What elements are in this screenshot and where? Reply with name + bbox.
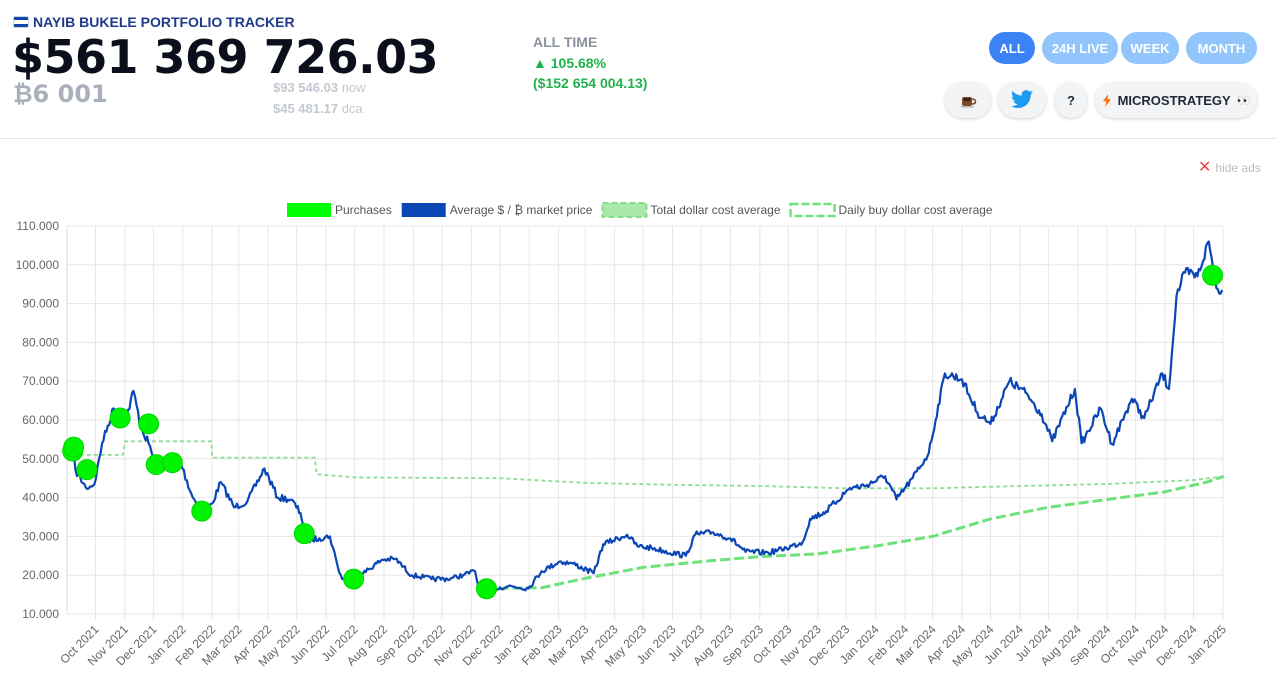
purchase-marker [138, 413, 160, 435]
close-icon: ✕ [1198, 159, 1212, 176]
range-week-button[interactable]: WEEK [1121, 32, 1179, 64]
performance-label: ALL TIME [533, 34, 598, 50]
price-now: $93 546.03 now [273, 80, 366, 95]
price-dca-value: $45 481.17 [273, 101, 339, 116]
price-now-value: $93 546.03 [273, 80, 339, 95]
price-now-label: now [341, 80, 366, 95]
twitter-button[interactable] [998, 82, 1046, 118]
price-dca-label: dca [341, 101, 363, 116]
hide-ads-label: hide ads [1215, 161, 1261, 175]
hide-ads-link[interactable]: ✕ hide ads [1198, 160, 1261, 176]
legend-swatch-daily-dca [789, 202, 836, 218]
brand-title: NAYIB BUKELE PORTFOLIO TRACKER [33, 14, 295, 30]
range-month-button[interactable]: MONTH [1186, 32, 1257, 64]
coffee-button[interactable] [945, 82, 991, 118]
lightning-icon [1102, 93, 1111, 107]
performance-amount: ($152 654 004.13) [533, 75, 648, 91]
twitter-bird-icon [1011, 90, 1033, 109]
purchase-marker [109, 407, 131, 429]
performance-percent: ▲ 105.68% [533, 55, 607, 71]
y-axis: 10.000 20.000 30.000 40.000 50.000 60.000 70.0… [16, 219, 60, 621]
portfolio-total-value: $561 369 726.03 [12, 30, 439, 84]
purchase-marker [1202, 264, 1224, 286]
y-tick-label: 40.000 [22, 491, 59, 505]
daily-dca-line [72, 440, 1223, 490]
y-tick-label: 100.000 [16, 258, 60, 272]
legend-swatch-total-dca [601, 202, 648, 218]
range-24h-live-button[interactable]: 24H LIVE [1042, 32, 1118, 64]
header-divider [0, 138, 1276, 139]
legend-label: Total dollar cost average [650, 203, 780, 217]
y-tick-label: 50.000 [22, 452, 59, 466]
purchase-marker [161, 452, 183, 474]
purchase-marker [76, 459, 98, 481]
y-tick-label: 70.000 [22, 374, 59, 388]
price-chart: Purchases Average $ / ₿ market price Total… [16, 202, 1229, 669]
total-dca-line [484, 474, 1225, 591]
market-price-line [71, 240, 1224, 593]
chart-legend: Purchases Average $ / ₿ market price Total… [287, 202, 993, 218]
microstrategy-label: MICROSTRATEGY [1117, 92, 1231, 108]
y-tick-label: 110.000 [17, 219, 60, 233]
legend-swatch-market [401, 203, 446, 217]
el-salvador-flag-icon [13, 16, 29, 28]
purchase-marker [476, 578, 498, 600]
legend-swatch-purchases [287, 203, 331, 217]
y-tick-label: 80.000 [22, 335, 59, 349]
y-tick-label: 90.000 [22, 297, 59, 311]
legend-label: Daily buy dollar cost average [839, 203, 993, 217]
legend-label: Purchases [335, 203, 392, 217]
y-tick-label: 10.000 [22, 607, 59, 621]
purchase-marker [63, 436, 85, 458]
chart-grid [66, 225, 1224, 620]
chart-series [71, 240, 1225, 593]
btc-holdings: ₿6 001 [13, 80, 108, 108]
y-tick-label: 20.000 [22, 568, 59, 582]
microstrategy-button[interactable]: MICROSTRATEGY 👀 [1095, 82, 1257, 118]
purchase-marker [191, 500, 213, 522]
eyes-icon: 👀 [1236, 94, 1251, 107]
purchase-marker [343, 568, 365, 590]
purchase-markers [62, 264, 1224, 600]
price-dca: $45 481.17 dca [273, 101, 363, 116]
legend-label: Average $ / ₿ market price [450, 203, 593, 217]
y-tick-label: 60.000 [22, 413, 59, 427]
purchase-marker [293, 523, 315, 545]
coffee-icon [961, 97, 977, 108]
y-tick-label: 30.000 [22, 529, 59, 543]
range-all-button[interactable]: ALL [989, 32, 1035, 64]
brand: NAYIB BUKELE PORTFOLIO TRACKER [13, 14, 295, 30]
help-button[interactable]: ? [1055, 82, 1087, 118]
